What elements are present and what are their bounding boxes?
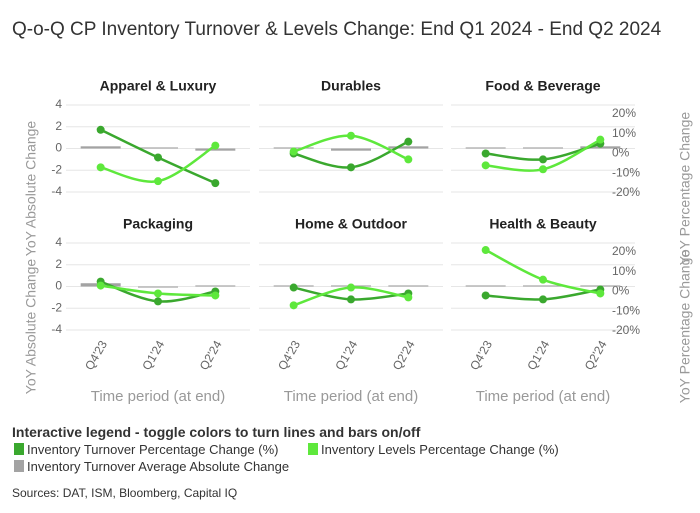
y2-axis-label: YoY Percentage Change	[677, 250, 693, 404]
panel-title: Apparel & Luxury	[100, 78, 217, 94]
point	[96, 125, 105, 134]
point	[211, 179, 220, 188]
legend-entry[interactable]: Inventory Turnover Average Absolute Chan…	[14, 459, 289, 474]
y2-axis-label: YoY Percentage Change	[677, 112, 693, 266]
bar	[138, 286, 178, 288]
point	[481, 246, 490, 255]
point	[404, 293, 413, 302]
point	[211, 291, 220, 300]
point	[154, 177, 162, 186]
x-axis-label: Time period (at end)	[284, 388, 419, 405]
x-axis-label: Time period (at end)	[476, 388, 611, 405]
point	[347, 131, 355, 140]
bar	[523, 285, 563, 287]
point	[154, 289, 162, 298]
point	[154, 153, 162, 162]
y-tick-label: 2	[55, 119, 62, 133]
y2-tick-label: -10%	[612, 303, 640, 317]
panel-title: Durables	[321, 78, 381, 94]
y2-tick-label: 0%	[612, 284, 630, 298]
x-tick-label: Q4'23	[467, 338, 495, 373]
x-tick-label: Q2'24	[390, 338, 418, 373]
bar	[80, 146, 121, 149]
point	[404, 137, 413, 146]
legend-label: Inventory Turnover Percentage Change (%)	[27, 442, 279, 457]
legend-swatch	[14, 443, 24, 455]
x-tick-label: Q1'24	[524, 338, 552, 373]
point	[289, 301, 298, 310]
legend-swatch	[14, 460, 24, 472]
point	[289, 147, 298, 156]
panel-title: Packaging	[123, 216, 193, 232]
y-tick-label: -4	[51, 184, 62, 198]
y-tick-label: -2	[51, 300, 62, 314]
point	[154, 297, 162, 306]
y-axis-label: YoY Absolute Change	[23, 259, 39, 395]
y-tick-label: -2	[51, 162, 62, 176]
point	[404, 155, 413, 164]
y-tick-label: 0	[55, 279, 62, 293]
point	[211, 141, 220, 150]
point	[539, 155, 547, 164]
y-tick-label: 2	[55, 257, 62, 271]
panel-title: Home & Outdoor	[295, 216, 408, 232]
y2-tick-label: -20%	[612, 185, 640, 199]
y2-tick-label: -10%	[612, 165, 640, 179]
point	[596, 135, 605, 144]
x-tick-label: Q2'24	[197, 338, 225, 373]
point	[347, 163, 355, 172]
y2-tick-label: 10%	[612, 264, 636, 278]
y2-tick-label: 0%	[612, 146, 630, 160]
point	[539, 275, 547, 284]
y2-tick-label: 20%	[612, 244, 636, 258]
legend-title: Interactive legend - toggle colors to tu…	[12, 424, 421, 440]
y-axis-label: YoY Absolute Change	[23, 121, 39, 257]
point	[347, 283, 355, 292]
bar	[388, 285, 429, 287]
point	[481, 161, 490, 170]
y2-tick-label: 10%	[612, 126, 636, 140]
bar	[465, 147, 506, 149]
point	[96, 281, 105, 290]
x-axis-label: Time period (at end)	[91, 388, 226, 405]
legend-label: Inventory Turnover Average Absolute Chan…	[27, 459, 290, 474]
chart-title: Q-o-Q CP Inventory Turnover & Levels Cha…	[12, 19, 662, 40]
source: Sources: DAT, ISM, Bloomberg, Capital IQ	[12, 486, 238, 500]
legend-entry[interactable]: Inventory Turnover Percentage Change (%)	[14, 442, 278, 457]
legend-label: Inventory Levels Percentage Change (%)	[321, 442, 559, 457]
bar	[138, 147, 178, 149]
bar	[388, 146, 429, 149]
x-tick-label: Q1'24	[139, 338, 167, 373]
point	[481, 149, 490, 158]
x-tick-label: Q1'24	[332, 338, 360, 373]
y2-tick-label: 20%	[612, 106, 636, 120]
x-tick-label: Q4'23	[82, 338, 110, 373]
point	[289, 283, 298, 292]
bar	[331, 148, 371, 151]
y2-tick-label: -20%	[612, 323, 640, 337]
point	[539, 295, 547, 304]
x-tick-label: Q4'23	[275, 338, 303, 373]
point	[347, 295, 355, 304]
y-tick-label: 4	[55, 97, 62, 111]
legend-swatch	[308, 443, 318, 455]
panel-title: Food & Beverage	[485, 78, 600, 94]
legend-entry[interactable]: Inventory Levels Percentage Change (%)	[308, 442, 559, 457]
point	[481, 291, 490, 300]
bar	[523, 147, 563, 149]
bar	[465, 285, 506, 287]
panel-title: Health & Beauty	[489, 216, 597, 232]
point	[596, 289, 605, 298]
x-tick-label: Q2'24	[582, 338, 610, 373]
bar	[195, 285, 236, 287]
y-tick-label: -4	[51, 322, 62, 336]
y-tick-label: 4	[55, 235, 62, 249]
point	[539, 165, 547, 174]
y-tick-label: 0	[55, 141, 62, 155]
point	[96, 163, 105, 172]
